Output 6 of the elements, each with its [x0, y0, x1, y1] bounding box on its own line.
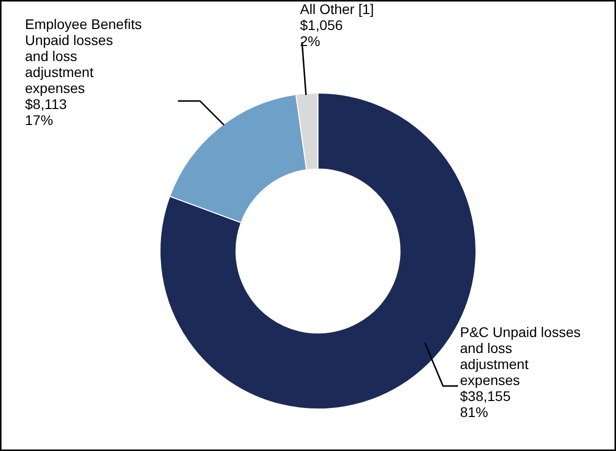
slice-label: P&C Unpaid losses and loss adjustment expenses	[460, 324, 581, 388]
slice-label: Employee Benefits Unpaid losses and loss adjustment expenses	[25, 16, 142, 96]
slice-label: All Other [1]	[300, 1, 374, 17]
data-label: $38,155 81%	[460, 388, 511, 420]
data-label: $1,056 2%	[300, 17, 344, 49]
data-label: $8,113 17%	[25, 96, 67, 128]
